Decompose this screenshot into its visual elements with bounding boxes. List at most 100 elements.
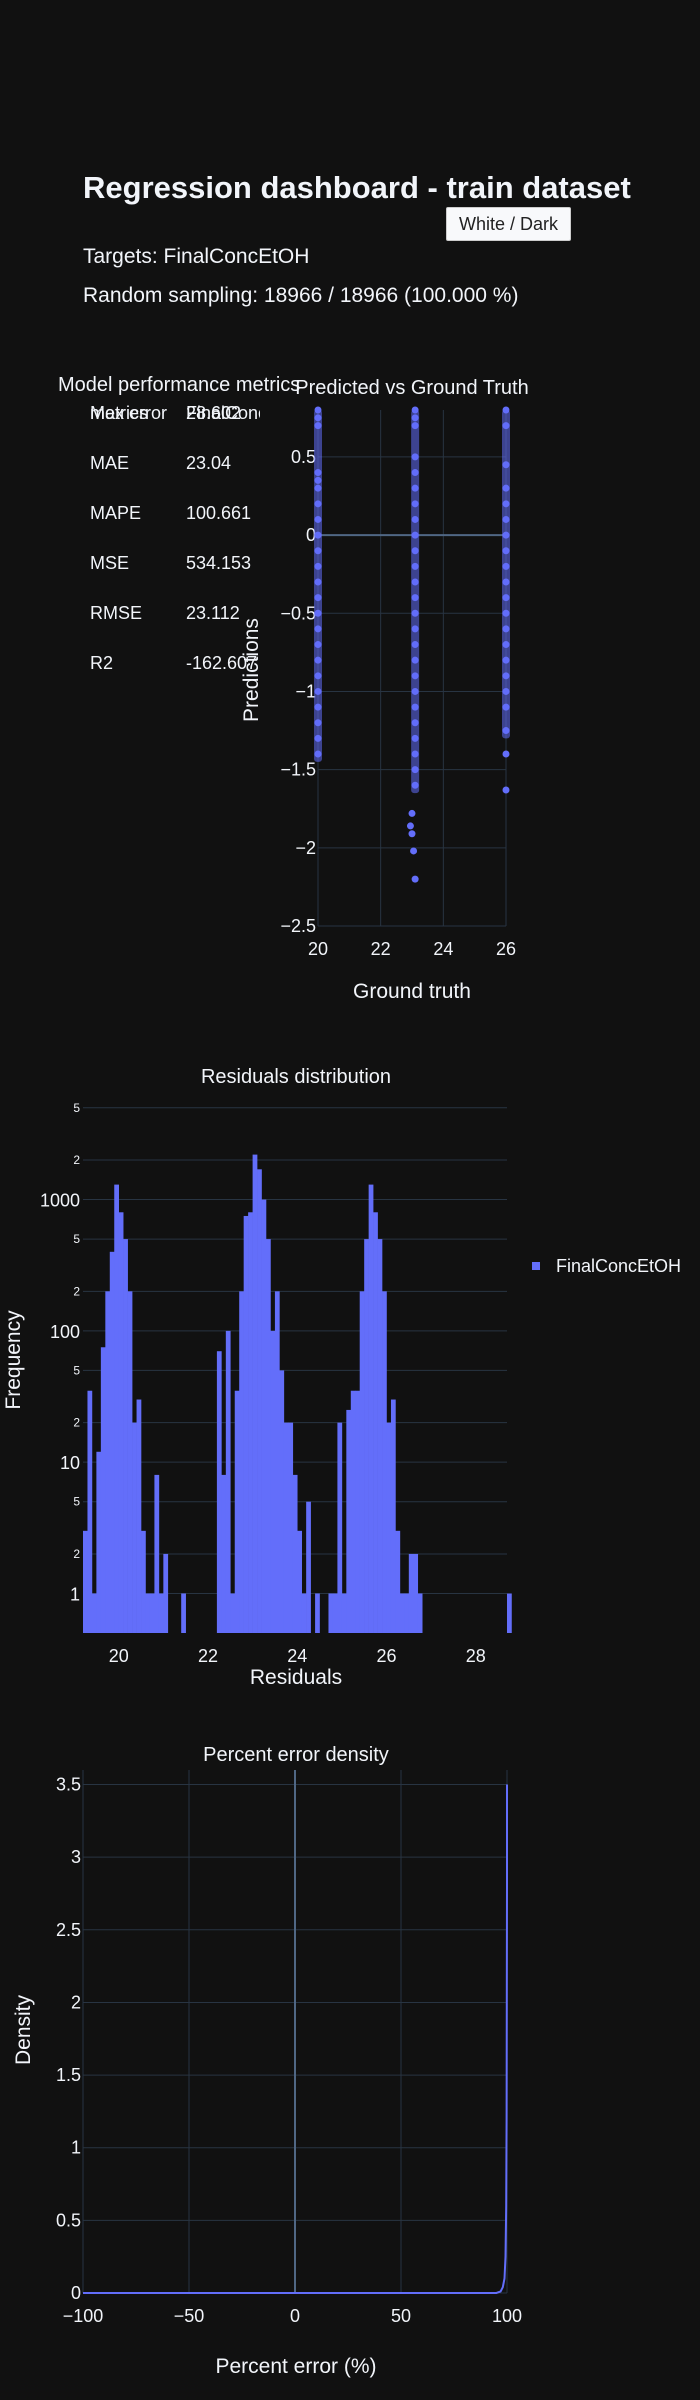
metrics-table: metrics FinalConcEtOH MAE 23.04 MAPE 100.661 M… [90,402,260,762]
hist-y-tick-label: 2 [73,1153,80,1167]
metric-value-cell: 28.602 [186,403,242,423]
hist-bar [341,1593,347,1633]
scatter-point [410,847,418,855]
hist-bar [87,1390,93,1633]
density-y-tick-label: 2.5 [56,1920,81,1940]
hist-bar [154,1474,160,1633]
scatter-x-tick-label: 24 [433,939,453,959]
page-title: Regression dashboard - train dataset [83,170,631,205]
hist-bar [332,1593,338,1633]
hist-bar [118,1212,124,1633]
density-y-axis-label: Density [12,1994,35,2065]
hist-y-tick-label: 2 [73,1284,80,1298]
hist-bar [123,1239,128,1633]
hist-bar [399,1593,405,1633]
density-y-tick-label: 0.5 [56,2210,81,2230]
metric-name-cell: RMSE [90,603,143,623]
density-y-tick-label: 3.5 [56,1775,81,1795]
hist-bar [373,1212,378,1633]
hist-bar [252,1154,258,1633]
hist-bar [105,1291,111,1633]
scatter-y-axis-label: Predictions [240,618,263,722]
hist-y-tick-label: 5 [73,1495,80,1509]
scatter-point [502,786,510,794]
hist-bar [315,1593,320,1633]
hist-bar [377,1239,383,1633]
scatter-y-tick-label: −1 [295,681,316,701]
hist-bar [346,1409,352,1633]
hist-bar [243,1215,249,1633]
hist-bar [265,1239,271,1633]
predicted-vs-truth-chart: 20 22 24 26 0.5 0 −0.5 −1 −1.5 −2 −2.5 Predicted vs… [240,377,529,1003]
hist-bar [404,1593,410,1633]
hist-y-tick-label: 1 [70,1584,80,1604]
scatter-x-tick-label: 20 [308,939,328,959]
hist-bar [163,1553,169,1633]
legend-marker [532,1262,540,1270]
density-line [83,1784,508,2294]
metric-name-cell: MAE [90,453,130,473]
scatter-x-tick-label: 22 [371,939,391,959]
hist-y-tick-label: 100 [50,1322,80,1342]
hist-bar [100,1347,106,1633]
hist-bar [382,1291,387,1633]
density-y-tick-label: 1 [71,2138,81,2158]
scatter-x-axis-label: Ground truth [353,980,471,1003]
hist-bar [306,1501,311,1633]
scatter-cluster-band [502,410,510,739]
hist-bar [230,1593,236,1633]
metric-name-cell: R2 [90,653,114,673]
hist-bar [355,1390,361,1633]
hist-bar [83,1530,88,1633]
hist-bar [297,1530,302,1633]
hist-bar [337,1422,343,1633]
density-y-tick-label: 0 [71,2283,81,2303]
hist-bar [257,1169,262,1633]
hist-bar [386,1422,392,1633]
scatter-cluster-band [314,410,322,762]
metrics-header-cell: metrics [90,403,148,423]
scatter-point [408,830,416,838]
hist-bar [270,1330,276,1633]
hist-bar [328,1593,334,1633]
scatter-y-tick-label: −0.5 [280,603,316,623]
hist-bar [239,1291,244,1633]
metric-name-cell: MAPE [90,503,142,523]
hist-y-tick-label: 2 [73,1547,80,1561]
hist-bar [292,1474,298,1633]
hist-bar [145,1593,151,1633]
scatter-cluster-band [411,410,420,794]
percent-error-density-chart: 0 0.5 1 1.5 2 2.5 3 3.5 −100 −50 0 50 100 Percent err… [12,1744,522,2378]
density-y-tick-label: 3 [71,1847,81,1867]
density-y-tick-label: 2 [71,1992,81,2012]
residuals-distribution-chart: 1 2 5 10 2 5 100 2 5 1000 2 5 20 22 24 26 28 Residuals di… [2,1066,681,1689]
hist-bar [350,1390,356,1633]
hist-bar [359,1291,365,1633]
hist-bar [274,1291,280,1633]
hist-bar [216,1351,222,1633]
hist-bar [261,1199,267,1633]
hist-bar [413,1553,419,1633]
hist-bar [149,1593,155,1633]
hist-x-tick-label: 26 [376,1646,396,1666]
hist-bar [507,1593,512,1633]
hist-bar [136,1399,142,1633]
scatter-point [406,822,414,830]
metrics-table-title: Model performance metrics [58,374,301,396]
hist-bar [158,1593,164,1633]
hist-bar [395,1530,401,1633]
scatter-title: Predicted vs Ground Truth [295,377,528,399]
hist-bar [248,1212,253,1633]
metric-value-cell: 534.153 [186,553,252,573]
hist-y-tick-label: 1000 [40,1191,80,1211]
hist-bar [127,1291,133,1633]
hist-bar [390,1399,396,1633]
metrics-header-cell: FinalConcEtOH [186,403,260,423]
hist-bar [96,1451,102,1633]
hist-bar [141,1530,146,1633]
hist-bar [283,1422,289,1633]
hist-bar [368,1184,374,1633]
theme-toggle-button[interactable]: White / Dark [446,207,571,241]
hist-x-axis-label: Residuals [250,1666,342,1689]
scatter-y-tick-label: −2 [295,838,316,858]
